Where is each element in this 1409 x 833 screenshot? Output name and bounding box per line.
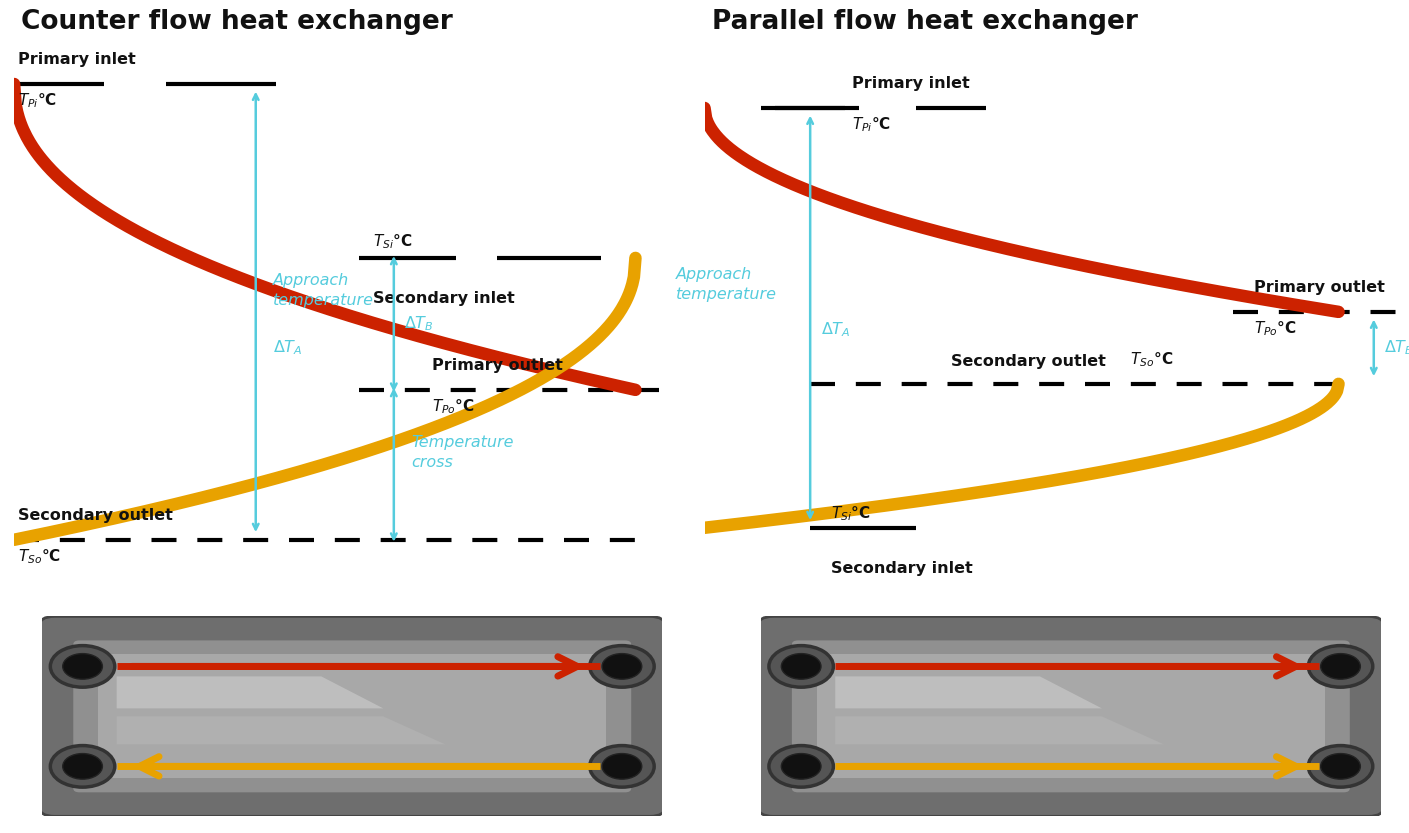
- Text: Temperature
cross: Temperature cross: [411, 436, 513, 470]
- FancyBboxPatch shape: [39, 616, 665, 816]
- Text: Primary outlet: Primary outlet: [1254, 280, 1385, 295]
- Circle shape: [1309, 746, 1372, 787]
- Circle shape: [590, 746, 654, 787]
- Text: $T_{So}$°C: $T_{So}$°C: [17, 547, 61, 566]
- Polygon shape: [117, 676, 383, 708]
- Text: $T_{Pi}$°C: $T_{Pi}$°C: [17, 91, 56, 110]
- Bar: [99, 655, 606, 778]
- Text: Primary inlet: Primary inlet: [17, 52, 135, 67]
- Text: Counter flow heat exchanger: Counter flow heat exchanger: [21, 9, 452, 35]
- Circle shape: [63, 654, 103, 679]
- Circle shape: [1320, 754, 1360, 779]
- Circle shape: [1320, 654, 1360, 679]
- Text: Secondary inlet: Secondary inlet: [373, 291, 514, 306]
- Text: $\Delta T_B$: $\Delta T_B$: [404, 315, 434, 333]
- Bar: [817, 655, 1324, 778]
- Circle shape: [63, 754, 103, 779]
- Text: Secondary inlet: Secondary inlet: [831, 561, 974, 576]
- Circle shape: [51, 646, 114, 687]
- Circle shape: [769, 746, 833, 787]
- Circle shape: [769, 646, 833, 687]
- Circle shape: [602, 654, 641, 679]
- Text: Primary inlet: Primary inlet: [852, 76, 971, 91]
- Text: Primary outlet: Primary outlet: [431, 358, 562, 373]
- Text: Secondary outlet: Secondary outlet: [951, 354, 1106, 369]
- Polygon shape: [836, 716, 1164, 745]
- Circle shape: [1309, 646, 1372, 687]
- Text: Parallel flow heat exchanger: Parallel flow heat exchanger: [712, 9, 1137, 35]
- Polygon shape: [117, 716, 445, 745]
- Circle shape: [782, 654, 821, 679]
- FancyBboxPatch shape: [758, 616, 1384, 816]
- Text: Approach
temperature: Approach temperature: [676, 267, 778, 302]
- Circle shape: [51, 746, 114, 787]
- Text: $T_{Po}$°C: $T_{Po}$°C: [431, 397, 475, 416]
- Circle shape: [590, 646, 654, 687]
- Text: $T_{Po}$°C: $T_{Po}$°C: [1254, 319, 1296, 337]
- FancyBboxPatch shape: [73, 641, 631, 792]
- Text: $T_{Si}$°C: $T_{Si}$°C: [831, 504, 871, 523]
- Text: Secondary outlet: Secondary outlet: [17, 508, 172, 523]
- Text: $T_{So}$°C: $T_{So}$°C: [1120, 350, 1174, 369]
- Circle shape: [782, 754, 821, 779]
- Text: $T_{Pi}$°C: $T_{Pi}$°C: [852, 115, 892, 134]
- FancyBboxPatch shape: [792, 641, 1350, 792]
- Text: $\Delta T_B$: $\Delta T_B$: [1385, 338, 1409, 357]
- Text: $\Delta T_A$: $\Delta T_A$: [273, 338, 303, 357]
- Polygon shape: [836, 676, 1102, 708]
- Text: $\Delta T_A$: $\Delta T_A$: [820, 321, 850, 339]
- Text: $T_{Si}$°C: $T_{Si}$°C: [373, 232, 413, 251]
- Text: Approach
temperature: Approach temperature: [273, 273, 373, 308]
- Circle shape: [602, 754, 641, 779]
